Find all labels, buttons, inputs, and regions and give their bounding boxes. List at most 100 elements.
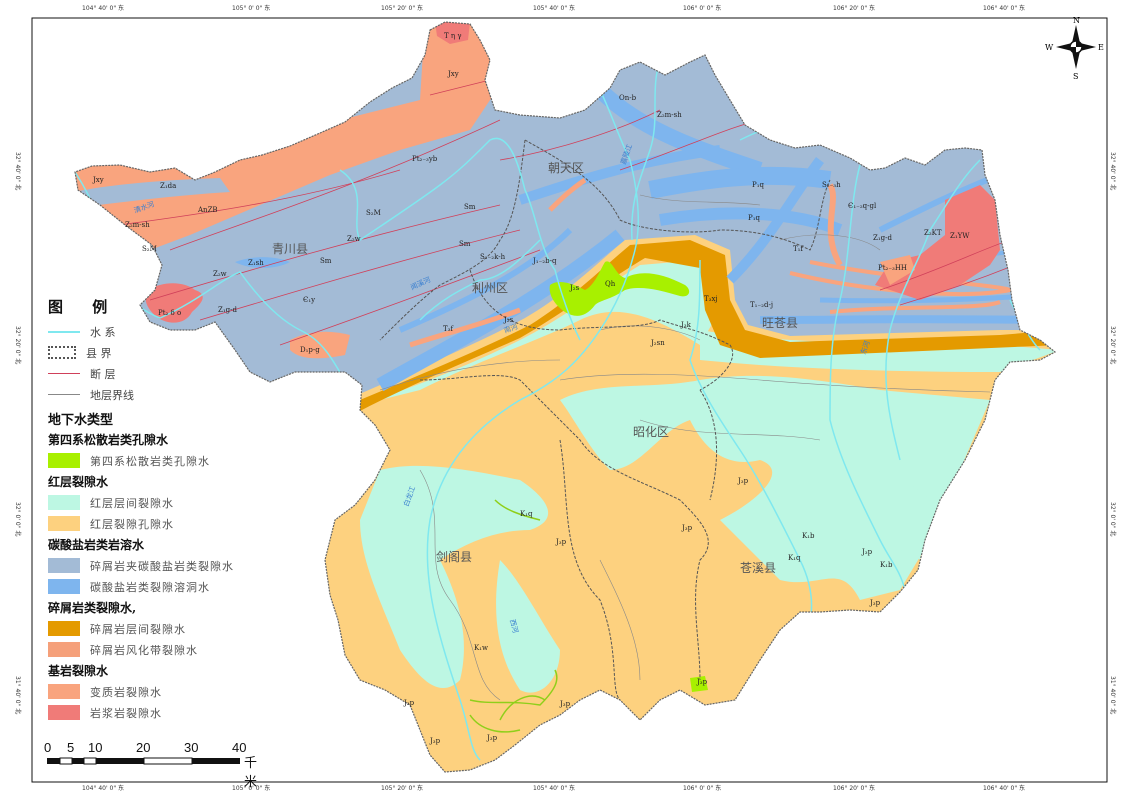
formation-label: S₂₋₃h	[822, 181, 841, 189]
red-bed-interlayer-water-area	[817, 469, 930, 560]
county-boundaries	[379, 139, 831, 701]
legend-label: 变质岩裂隙水	[90, 685, 162, 699]
formation-label: S₁₋₂k-h	[480, 253, 506, 261]
lon-label: 106° 0' 0" 东	[683, 784, 721, 792]
formation-label: Z₁g-d	[873, 234, 893, 242]
lon-label: 105° 0' 0" 东	[232, 4, 270, 12]
county-label: 利州区	[472, 281, 508, 295]
legend-swatch	[48, 684, 80, 699]
lat-label: 32° 0' 0" 北	[1109, 502, 1117, 536]
fault-lines	[79, 79, 1016, 346]
red-bed-interlayer-water-band	[360, 260, 720, 405]
river-line-icon	[48, 330, 80, 333]
scale-tick: 40	[232, 740, 247, 755]
legend-label: 碎屑岩夹碳酸盐岩类裂隙水	[90, 559, 234, 573]
legend-label: 岩浆岩裂隙水	[90, 706, 162, 720]
lon-label: 105° 40' 0" 东	[533, 4, 575, 12]
formation-label: J₃p	[869, 599, 881, 607]
compass-n: N	[1073, 16, 1080, 25]
legend-group-title: 碳酸盐岩类岩溶水	[48, 538, 145, 552]
legend-line-fault: 断 层	[48, 363, 278, 384]
lat-label: 32° 40' 0" 北	[14, 152, 22, 190]
legend-swatch	[48, 621, 80, 636]
legend-item: 岩浆岩裂隙水	[48, 702, 278, 723]
county-label: 朝天区	[548, 161, 584, 175]
legend-label: 断 层	[90, 367, 116, 381]
formation-label: Z₁g-d	[218, 306, 238, 314]
quaternary-pore-water-area	[549, 261, 690, 316]
lat-label: 32° 0' 0" 北	[14, 502, 22, 536]
legend-swatch	[48, 558, 80, 573]
formation-label: T η γ	[444, 32, 462, 40]
formation-label: Jxy	[92, 176, 104, 184]
formation-label: Z₂w	[213, 270, 227, 278]
stratum-line-icon	[48, 394, 80, 395]
legend-label: 碳酸盐岩类裂隙溶洞水	[90, 580, 210, 594]
formation-label: P₁q	[748, 214, 761, 222]
legend-swatch	[48, 705, 80, 720]
county-label: 苍溪县	[740, 561, 776, 575]
lon-label: 105° 0' 0" 东	[232, 784, 270, 792]
formation-label: K₁q	[788, 554, 801, 562]
county-label: 旺苍县	[762, 316, 798, 330]
legend-group-title: 第四系松散岩类孔隙水	[48, 433, 169, 447]
legend-label: 第四系松散岩类孔隙水	[90, 454, 210, 468]
formation-label: J₃p	[737, 477, 749, 485]
formation-label: Z₂w	[347, 235, 361, 243]
z1da-strip	[75, 178, 230, 210]
formation-label: T₁₋₂d-j	[750, 301, 773, 309]
legend-label: 地层界线	[90, 388, 134, 402]
quaternary-pore-water-area	[690, 676, 708, 692]
formation-label: T₁f	[793, 245, 804, 253]
compass-e: E	[1098, 43, 1104, 52]
quaternary-valley-lines	[469, 499, 558, 733]
lon-label: 105° 40' 0" 东	[533, 784, 575, 792]
legend-label: 红层层间裂隙水	[90, 496, 174, 510]
formation-label: D₁p-g	[300, 346, 320, 354]
formation-label: J₃p	[486, 734, 498, 742]
formation-label: T₃f	[443, 325, 454, 333]
lat-label: 31° 40' 0" 北	[14, 676, 22, 714]
lon-label: 106° 20' 0" 东	[833, 784, 875, 792]
lat-label: 31° 40' 0" 北	[1109, 676, 1117, 714]
formation-label: S₂M	[142, 245, 157, 253]
compass-s: S	[1073, 72, 1078, 81]
latitude-labels-left: 32° 40' 0" 北 32° 20' 0" 北 32° 0' 0" 北 31…	[14, 152, 22, 714]
legend-line-county: 县 界	[48, 342, 278, 363]
formation-label: K₁b	[880, 561, 893, 569]
longitude-labels-bottom: 104° 40' 0" 东 105° 0' 0" 东 105° 20' 0" 东…	[82, 784, 1025, 792]
county-labels: 青川县 朝天区 利州区 旺苍县 昭化区 剑阁县 苍溪县	[272, 161, 798, 575]
formation-label: Z₁sh	[248, 259, 264, 267]
county-label: 昭化区	[633, 425, 669, 439]
formation-label: K₁w	[474, 644, 488, 652]
formation-label: J₃p	[403, 699, 415, 707]
magmatic-water-area	[435, 22, 470, 44]
formation-label: K₁b	[802, 532, 815, 540]
formation-label: J₂sn	[650, 339, 665, 347]
stratum-boundary-lines	[379, 194, 991, 701]
legend-swatch	[48, 642, 80, 657]
fault-line-icon	[48, 373, 80, 374]
formation-label: J₁₋₂b-q	[532, 257, 557, 265]
lon-label: 104° 40' 0" 东	[82, 4, 124, 12]
z1sh-patch	[235, 257, 290, 268]
lat-label: 32° 40' 0" 北	[1109, 152, 1117, 190]
scale-tick: 30	[184, 740, 199, 755]
formation-label: Pt₂₋₃HH	[878, 264, 907, 272]
formation-label: Sm	[320, 257, 332, 265]
legend-swatch	[48, 495, 80, 510]
lat-label: 32° 20' 0" 北	[1109, 326, 1117, 364]
formation-label: J₃p	[681, 524, 693, 532]
formation-label: Pt₂₋₃yb	[412, 155, 438, 163]
red-bed-interlayer-water-area	[360, 465, 549, 689]
formation-label: Z₂m-sh	[125, 221, 150, 229]
formation-label: On-b	[619, 94, 637, 102]
scale-unit: 千米	[244, 756, 258, 790]
legend-item: 第四系松散岩类孔隙水	[48, 450, 278, 471]
formation-label: Z₂m-sh	[657, 111, 682, 119]
formation-label: Qh	[605, 280, 616, 288]
legend-label: 碎屑岩层间裂隙水	[90, 622, 186, 636]
legend-label: 县 界	[86, 346, 112, 360]
formation-label: Pt₂ δ o	[158, 309, 181, 317]
